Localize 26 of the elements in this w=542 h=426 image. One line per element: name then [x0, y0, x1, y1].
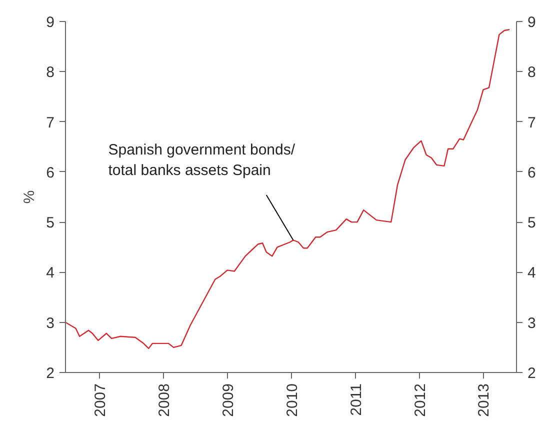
- x-tick-label: 2007: [92, 383, 109, 417]
- x-tick-label: 2011: [348, 383, 365, 416]
- y2-tick-label: 3: [528, 314, 536, 332]
- x-tick-label: 2009: [220, 383, 237, 417]
- y-tick-label: 4: [46, 264, 54, 282]
- y-tick-label: 5: [46, 214, 54, 232]
- y-tick-label: 7: [46, 114, 54, 132]
- x-tick-label: 2010: [284, 383, 301, 417]
- y-tick-label: 9: [46, 14, 54, 31]
- y-axis-title: %: [21, 190, 38, 204]
- y2-tick-label: 4: [528, 264, 536, 282]
- y2-tick-label: 6: [528, 164, 536, 182]
- y-tick-label: 8: [46, 64, 54, 82]
- y2-tick-label: 5: [528, 214, 536, 232]
- x-tick-label: 2012: [412, 383, 429, 417]
- y-tick-label: 6: [46, 164, 54, 182]
- y-tick-label: 3: [46, 314, 54, 332]
- line-series: [66, 28, 510, 350]
- x-tick-label: 2013: [476, 383, 493, 417]
- y2-tick-label: 2: [528, 365, 536, 382]
- annotation: Spanish government bonds/ total banks assets Spain: [108, 141, 296, 179]
- y2-tick-label: 9: [528, 14, 536, 31]
- y-tick-label: 2: [46, 365, 54, 382]
- x-tick-label: 2008: [156, 383, 173, 417]
- y2-tick-label: 8: [528, 64, 536, 82]
- y2-tick-label: 7: [528, 114, 536, 132]
